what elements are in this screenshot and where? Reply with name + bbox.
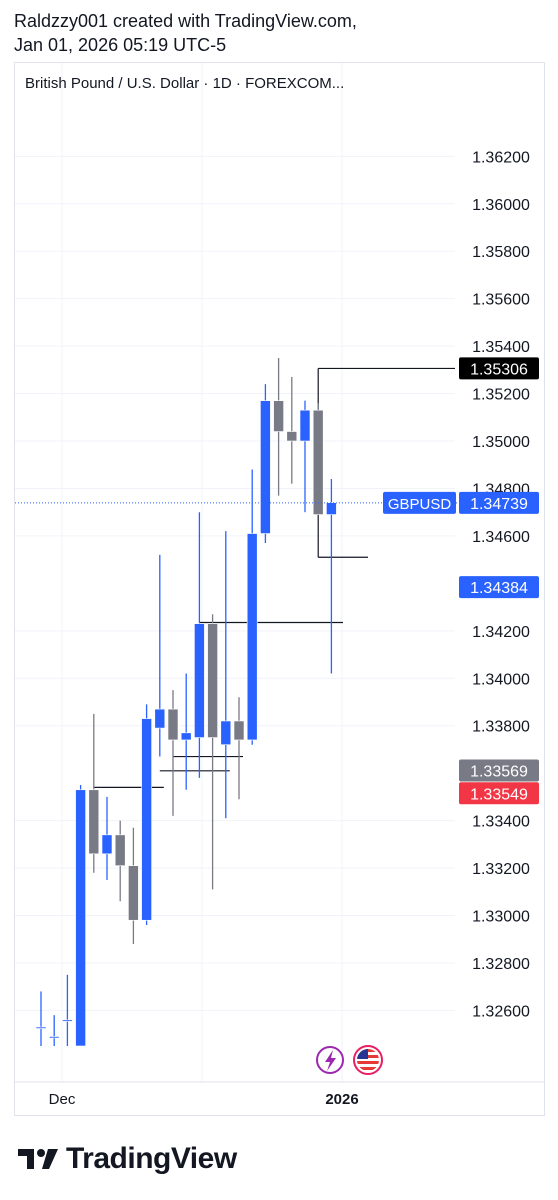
y-tick-label: 1.35400 [472, 339, 530, 356]
brand-name: TradingView [66, 1142, 237, 1175]
us-flag-icon[interactable] [353, 1045, 383, 1075]
grid-lines [15, 63, 544, 1083]
price-labels: 1.35306 1.34739 GBPUSD 1.34384 1.33569 1.3354… [383, 357, 539, 805]
candle-body [154, 708, 166, 729]
candle-body [114, 834, 126, 866]
candle-body [233, 720, 245, 741]
candle-body [220, 720, 232, 745]
x-label-dec: Dec [49, 1091, 76, 1108]
level-lines [93, 367, 455, 788]
x-label-2026: 2026 [325, 1091, 358, 1108]
symbol-tag-text: GBPUSD [388, 496, 452, 513]
candle-body [273, 400, 284, 432]
candle-body [326, 502, 337, 515]
tradingview-logo: TradingView [18, 1142, 237, 1176]
candle-body [48, 1036, 60, 1039]
price-label-box [459, 357, 539, 380]
price-chart: 1.36200 1.36000 1.35800 1.35600 1.35400 1.352… [15, 63, 544, 1108]
price-label-text: 1.34384 [470, 580, 528, 597]
y-tick-label: 1.34600 [472, 529, 530, 546]
chart-author-line: Raldzzy001 created with TradingView.com, [14, 11, 357, 31]
candle-body [128, 865, 139, 921]
price-label-box [459, 782, 539, 805]
candle-body [75, 789, 86, 1047]
y-tick-label: 1.33400 [472, 814, 530, 831]
price-label-box [459, 759, 539, 782]
y-tick-label: 1.34000 [472, 671, 530, 688]
candle-body [35, 1026, 47, 1029]
symbol-tag-box [383, 491, 456, 514]
y-tick-label: 1.33000 [472, 909, 530, 926]
candle-body [62, 1019, 73, 1022]
y-tick-label: 1.32600 [472, 1003, 530, 1020]
price-label-text: 1.34739 [470, 496, 528, 513]
y-tick-label: 1.35000 [472, 434, 530, 451]
candle-body [167, 708, 179, 741]
candles [35, 357, 337, 1047]
candle-body [207, 623, 218, 738]
candle-body [194, 623, 205, 738]
chart-title: British Pound / U.S. Dollar · 1D · FOREX… [25, 75, 344, 92]
candle-body [286, 431, 298, 442]
price-label-text: 1.33569 [470, 764, 528, 781]
y-tick-label: 1.33800 [472, 719, 530, 736]
candle-body [246, 533, 258, 741]
y-tick-label: 1.35800 [472, 244, 530, 261]
y-tick-label: 1.36200 [472, 149, 530, 166]
chart-panel [14, 62, 545, 1116]
price-label-text: 1.33549 [470, 786, 528, 803]
price-label-box [459, 491, 539, 514]
tradingview-mark-icon [18, 1149, 58, 1169]
candle-body [180, 732, 192, 741]
candle-body [299, 409, 311, 442]
y-tick-label: 1.36000 [472, 197, 530, 214]
candle-body [260, 400, 271, 534]
y-tick-label: 1.35600 [472, 292, 530, 309]
candle-body [101, 834, 113, 855]
candle-body [141, 718, 152, 921]
y-tick-label: 1.33200 [472, 861, 530, 878]
y-tick-label: 1.34200 [472, 624, 530, 641]
price-label-box [459, 576, 539, 599]
y-tick-label: 1.35200 [472, 387, 530, 404]
candle-body [88, 789, 100, 855]
chart-timestamp-line: Jan 01, 2026 05:19 UTC-5 [14, 35, 227, 55]
y-tick-label: 1.32800 [472, 956, 530, 973]
lightning-icon[interactable] [316, 1046, 344, 1074]
candle-body [312, 409, 324, 515]
price-label-text: 1.35306 [470, 361, 528, 378]
